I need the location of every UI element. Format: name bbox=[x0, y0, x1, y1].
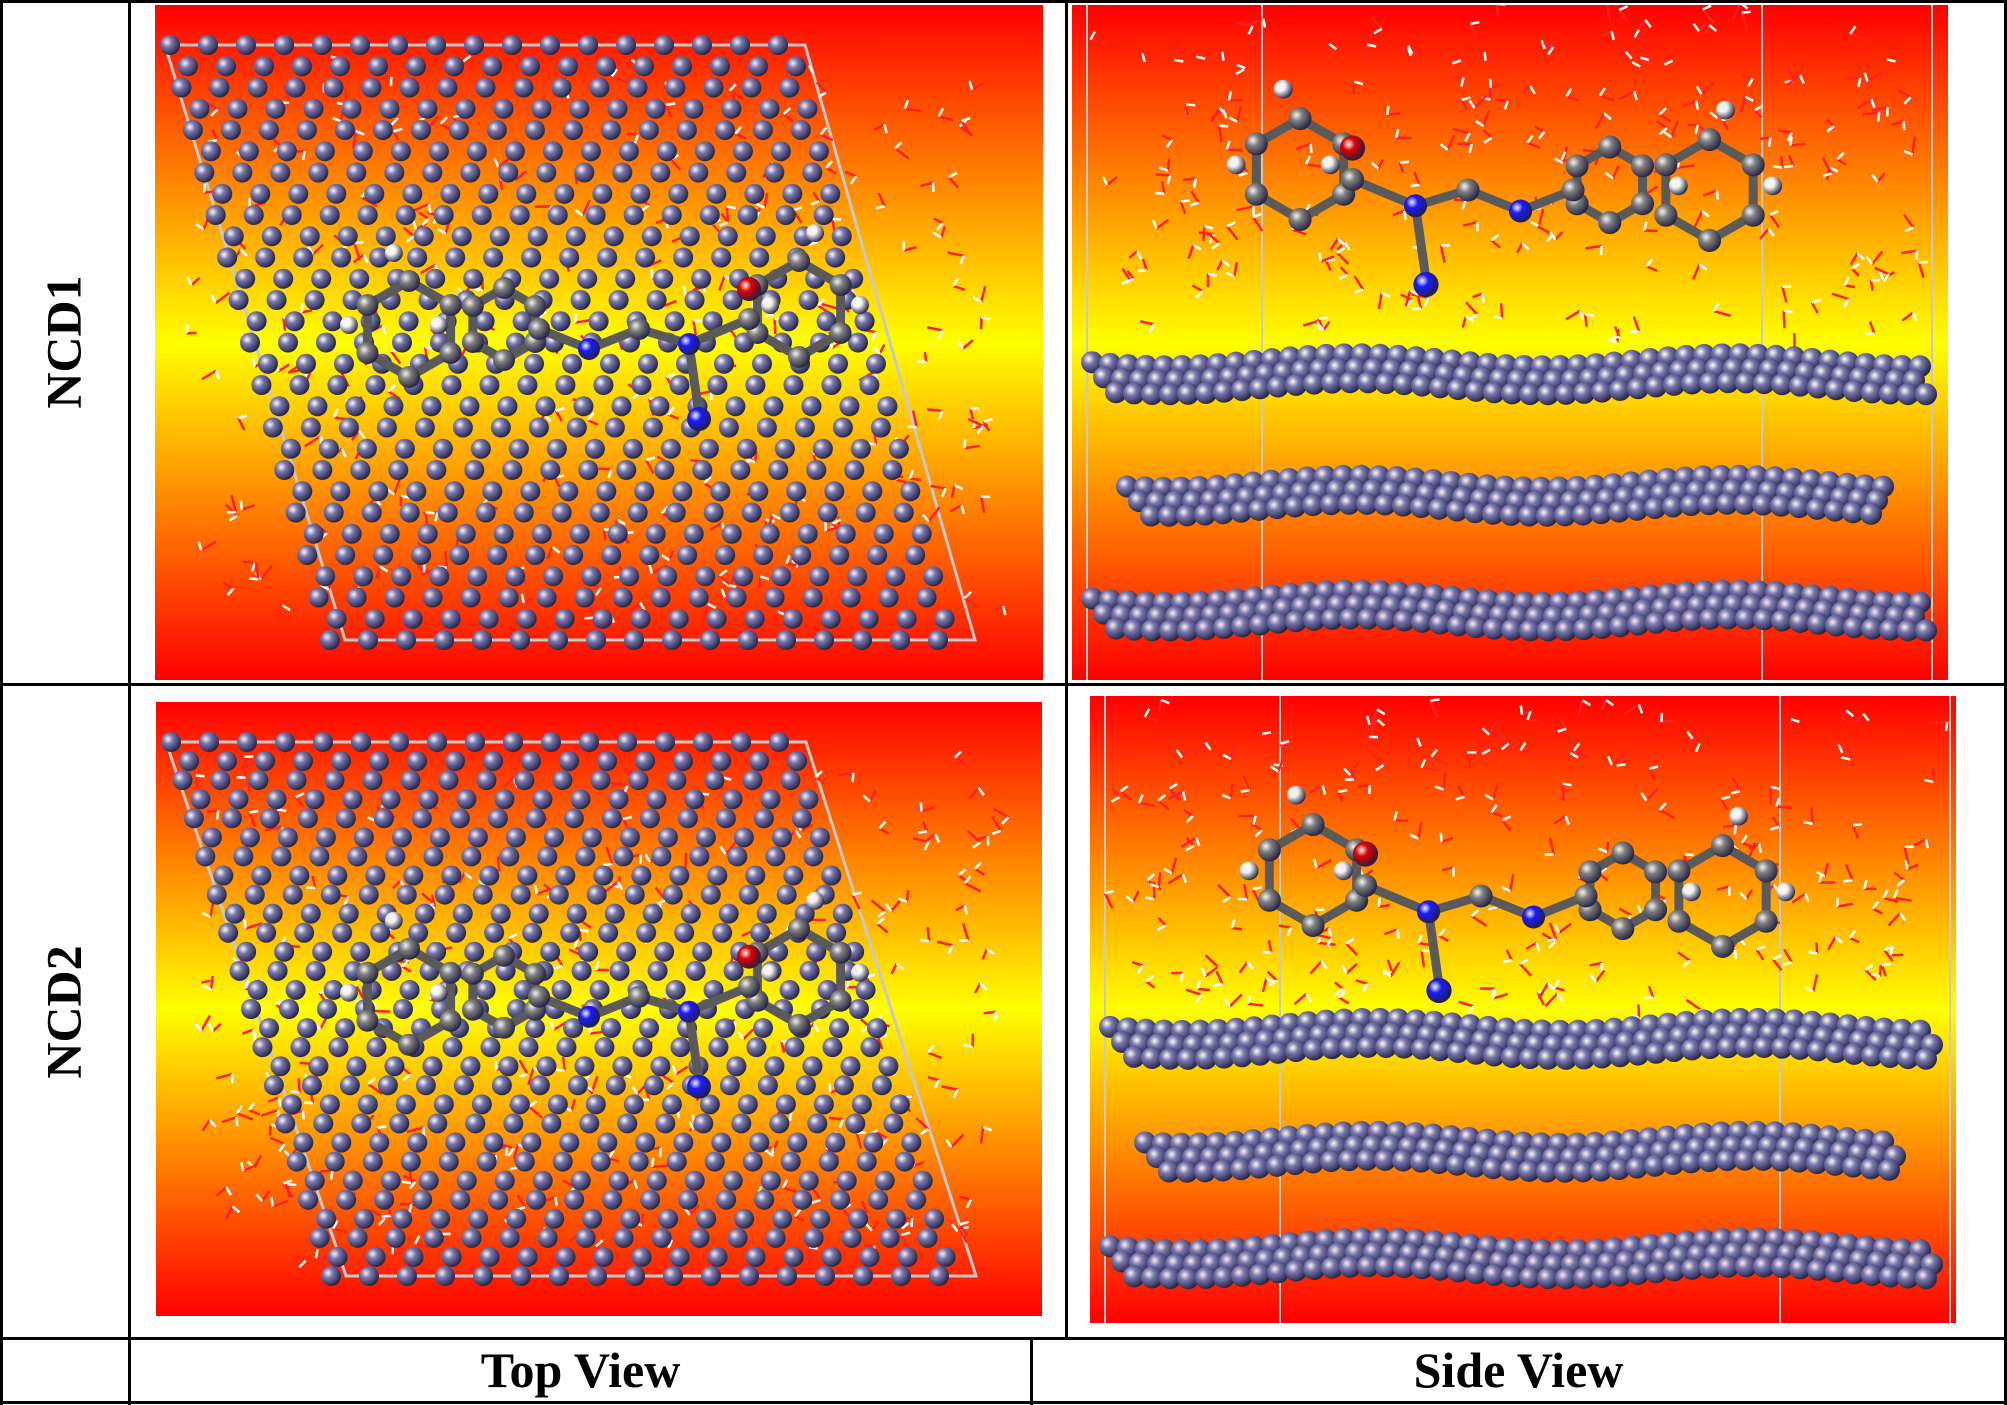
ncd1-top-view-image bbox=[155, 5, 1043, 680]
ncd1-side-view-image bbox=[1072, 5, 1948, 680]
row-label-ncd2: NCD2 bbox=[0, 686, 128, 1337]
column-label-top-view-text: Top View bbox=[480, 1342, 681, 1398]
divider-image-columns bbox=[1065, 0, 1068, 1337]
divider-label-column bbox=[128, 0, 131, 1405]
divider-footer bbox=[0, 1337, 2007, 1340]
column-label-side-view: Side View bbox=[1033, 1340, 2004, 1400]
row-label-ncd1: NCD1 bbox=[0, 0, 128, 683]
row-label-ncd2-text: NCD2 bbox=[36, 944, 93, 1079]
ncd2-side-view-image bbox=[1090, 696, 1956, 1323]
divider-rows bbox=[0, 683, 2007, 686]
border-right bbox=[2004, 0, 2007, 1405]
column-label-side-view-text: Side View bbox=[1413, 1342, 1624, 1398]
row-label-ncd1-text: NCD1 bbox=[36, 274, 93, 409]
divider-footer-columns bbox=[1030, 1337, 1033, 1405]
column-label-top-view: Top View bbox=[131, 1340, 1030, 1400]
border-bottom bbox=[0, 1401, 2007, 1404]
border-top bbox=[0, 0, 2007, 3]
border-left bbox=[0, 0, 3, 1405]
ncd2-top-view-image bbox=[156, 702, 1042, 1316]
